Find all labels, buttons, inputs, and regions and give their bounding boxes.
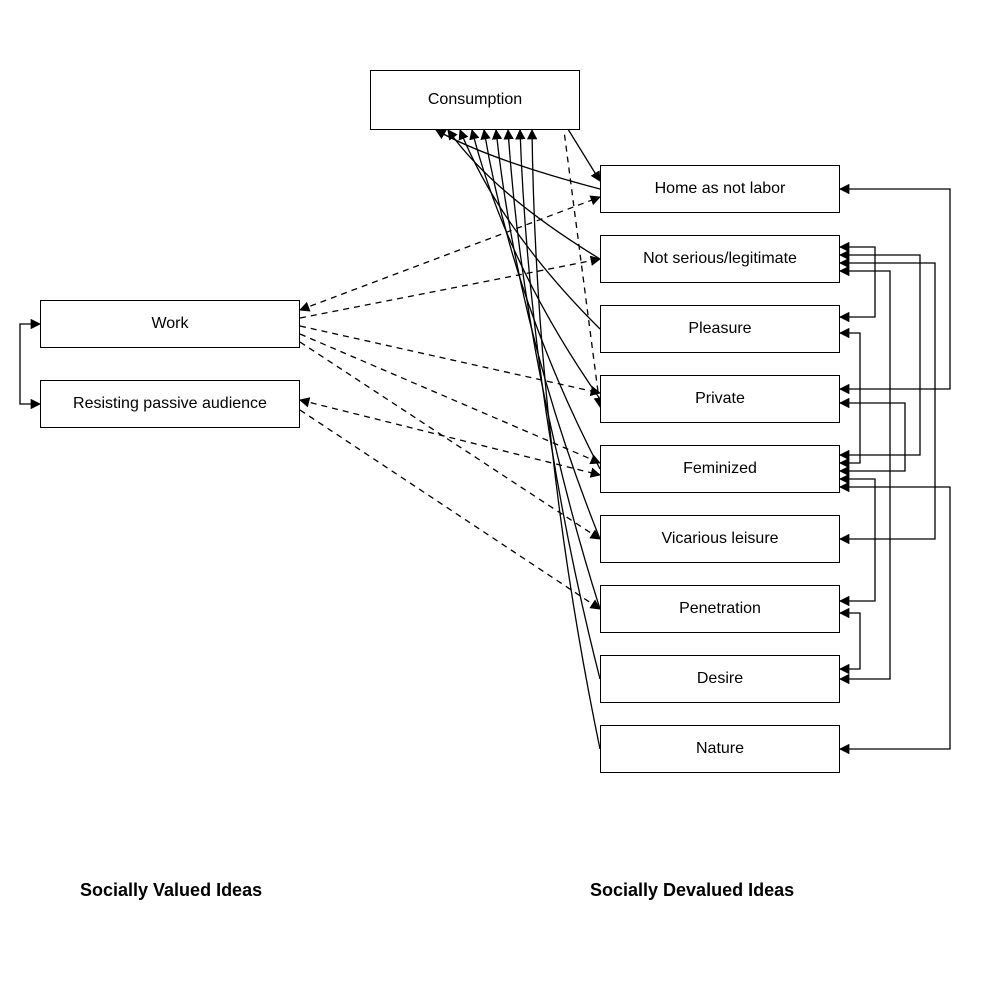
diagram-canvas: Consumption Work Resisting passive audienc… (0, 0, 1000, 1000)
node-penetration: Penetration (600, 585, 840, 633)
section-label-right: Socially Devalued Ideas (590, 880, 794, 901)
edges-layer (0, 0, 1000, 1000)
node-work: Work (40, 300, 300, 348)
section-label-left: Socially Valued Ideas (80, 880, 262, 901)
node-home: Home as not labor (600, 165, 840, 213)
node-nature: Nature (600, 725, 840, 773)
node-private: Private (600, 375, 840, 423)
node-pleasure: Pleasure (600, 305, 840, 353)
node-desire: Desire (600, 655, 840, 703)
node-notserious: Not serious/legitimate (600, 235, 840, 283)
node-feminized: Feminized (600, 445, 840, 493)
node-resisting: Resisting passive audience (40, 380, 300, 428)
node-consumption: Consumption (370, 70, 580, 130)
node-vicarious: Vicarious leisure (600, 515, 840, 563)
